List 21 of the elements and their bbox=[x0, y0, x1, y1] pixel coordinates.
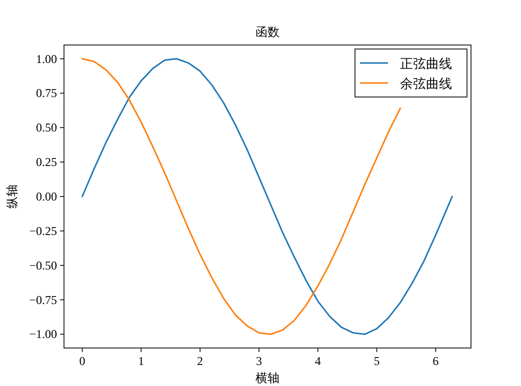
x-axis-title: 横轴 bbox=[256, 371, 280, 385]
y-tick-label: 1.00 bbox=[36, 52, 57, 66]
y-tick-label: 0.50 bbox=[36, 120, 57, 135]
legend-label: 余弦曲线 bbox=[400, 76, 452, 91]
legend-label: 正弦曲线 bbox=[400, 56, 452, 71]
y-tick-label: −0.25 bbox=[29, 224, 57, 238]
y-axis-title: 纵轴 bbox=[5, 184, 19, 208]
chart-title: 函数 bbox=[256, 25, 280, 39]
x-tick-label: 4 bbox=[314, 354, 321, 368]
y-tick-label: −0.50 bbox=[29, 258, 57, 272]
x-tick-label: 0 bbox=[79, 354, 86, 368]
x-tick-label: 6 bbox=[432, 354, 439, 368]
y-tick-label: −0.75 bbox=[29, 292, 57, 307]
x-tick-label: 5 bbox=[374, 354, 380, 368]
y-tick-label: 0.25 bbox=[36, 155, 57, 170]
x-tick-label: 3 bbox=[256, 354, 262, 368]
y-tick-label: −1.00 bbox=[29, 327, 57, 342]
x-tick-label: 1 bbox=[138, 354, 144, 368]
y-tick-label: 0.75 bbox=[36, 86, 57, 100]
y-tick-label: 0.00 bbox=[36, 190, 57, 204]
x-tick-label: 2 bbox=[197, 354, 204, 368]
